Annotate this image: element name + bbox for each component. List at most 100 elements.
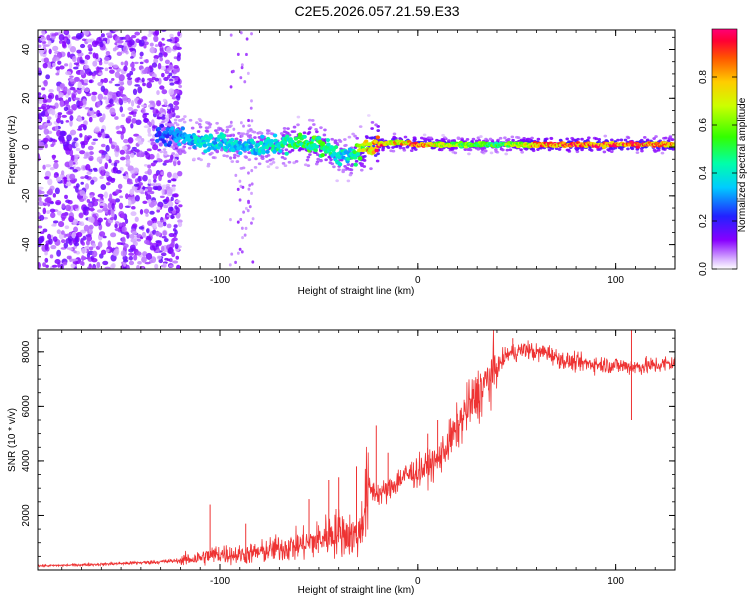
spectrogram-cell [168,264,174,268]
spectrogram-cell [154,263,159,269]
spectrogram-cell [358,125,363,128]
spectrogram-cell [41,40,47,44]
spectrogram-cell [281,161,286,165]
spectrogram-cell [664,136,668,140]
spectrogram-cell [49,167,55,171]
spectrogram-cell [250,182,254,186]
spectrogram-cell [110,232,117,238]
spectrogram-x-tick-label: 0 [415,275,421,286]
spectrogram-cell [375,135,380,140]
spectrogram-cell [183,115,187,118]
spectrogram-cell [158,142,163,147]
spectrogram-cell [476,147,481,151]
spectrogram-cell [87,266,92,269]
spectrogram-cell [57,114,62,119]
spectrogram-cell [130,99,135,107]
spectrogram-cell [437,148,442,152]
spectrogram-cell [258,130,262,134]
spectrogram-cell [38,189,42,195]
spectrogram-cell [358,156,363,161]
spectrogram-cell [141,77,145,83]
spectrogram-cell [337,138,342,142]
spectrogram-cell [115,189,120,195]
spectrogram-cell [43,57,49,64]
spectrogram-cell [77,81,83,89]
spectrogram-cell [64,99,69,107]
spectrogram-cell [157,201,164,208]
spectrogram-cell [102,260,109,266]
spectrogram-cell [483,149,488,153]
spectrogram-cell [307,118,312,122]
spectrogram-cell [119,156,126,161]
spectrogram-cell [162,148,167,152]
snr-frame [37,329,676,571]
spectrogram-cell [447,139,451,142]
spectrogram-cell [250,32,253,36]
spectrogram-cell [241,235,244,240]
spectrogram-cell [232,127,236,131]
spectrogram-cell [105,248,110,253]
spectrogram-cell [166,223,172,229]
spectrogram-cell [232,156,237,159]
spectrogram-cell [105,153,110,161]
spectrogram-cell [536,137,541,141]
spectrogram-cell [42,202,48,207]
spectrogram-cell [147,178,152,185]
spectrogram-cell [654,135,658,138]
spectrogram-cell [335,179,339,183]
spectrogram-cell [163,238,169,243]
spectrogram-cell [501,148,505,152]
spectrogram-cell [82,235,87,241]
spectrogram-cell [230,160,235,163]
spectrogram-cell [173,118,178,122]
spectrogram-cell [441,133,445,137]
spectrogram-cell [122,266,127,269]
spectrogram-cell [114,150,119,158]
spectrogram-cell [38,107,42,110]
spectrogram-cell [87,145,94,151]
spectrogram-cell [68,215,74,223]
spectrogram-cell [54,187,60,195]
spectrogram-cell [245,132,249,136]
spectrogram-cell [141,107,146,114]
spectrogram-cell [127,79,133,86]
spectrogram-cell [73,185,77,189]
spectrogram-cell [398,137,402,140]
spectrogram-cell [168,88,175,96]
spectrogram-cell [202,143,208,148]
spectrogram-cell [116,130,123,135]
spectrogram-cell [167,140,173,145]
spectrogram-cell [171,107,175,113]
spectrogram-cell [265,149,270,154]
spectrogram-cell [326,142,331,147]
spectrogram-cell [187,146,192,150]
spectrogram-cell [121,236,126,244]
spectrogram-panel: -100 0 100 -40 -20 0 20 40 Height of straight l… [7,29,676,297]
spectrogram-cell [169,206,174,212]
spectrogram-cell [134,77,140,83]
spectrogram-cell [128,111,134,115]
spectrogram-cell [60,120,64,125]
spectrogram-cell [73,178,78,182]
spectrogram-cell [115,145,120,152]
spectrogram-cell [284,148,289,152]
spectrogram-cell [51,109,56,116]
spectrogram-cell [123,138,129,144]
spectrogram-cell [370,120,375,124]
spectrogram-cell [403,135,408,139]
spectrogram-cell [67,143,73,152]
spectrogram-cell [65,237,72,244]
spectrogram-cell [409,149,414,153]
spectrogram-cell [152,144,159,151]
spectrogram-cell [165,65,170,69]
spectrogram-cell [52,139,58,143]
spectrogram-cell [97,81,103,87]
spectrogram-cell [139,56,143,60]
spectrogram-cell [132,223,138,229]
spectrogram-cell [92,213,97,218]
snr-panel: -100 0 100 2000 4000 6000 8000 Height of strai… [7,329,676,596]
spectrogram-cell [73,250,77,254]
spectrogram-cell [121,145,128,150]
spectrogram-cell [143,125,150,129]
spectrogram-cell [174,243,179,250]
